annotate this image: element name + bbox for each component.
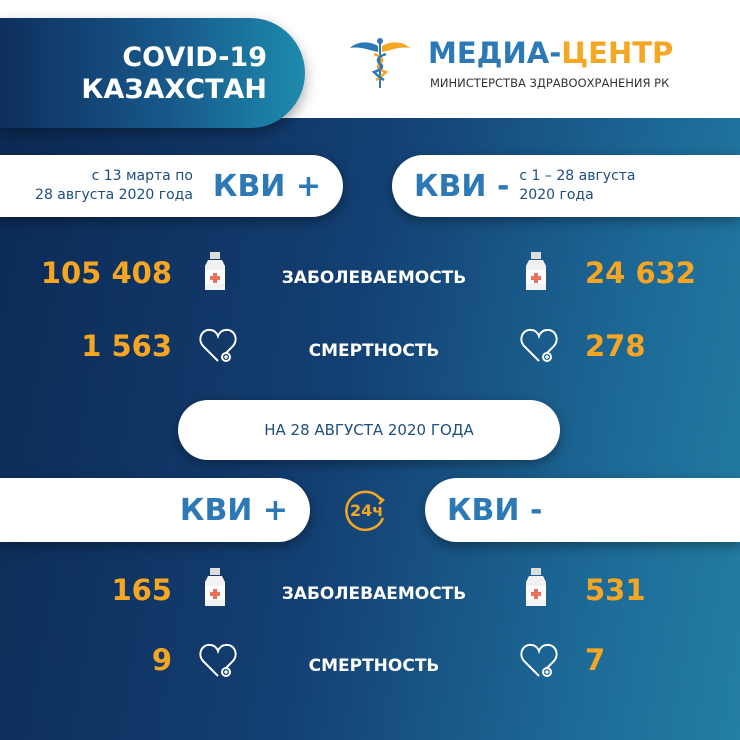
- kvi-plus-label: КВИ +: [212, 168, 321, 204]
- cumulative-minus-cases: 24 632: [585, 256, 696, 290]
- cumulative-minus-deaths: 278: [585, 329, 646, 363]
- period-text: с 13 марта по 28 августа 2020 года: [35, 167, 193, 205]
- daily-plus-deaths: 9: [151, 643, 172, 677]
- heart-plus-icon: [519, 642, 559, 684]
- deaths-label: СМЕРТНОСТЬ: [308, 341, 440, 361]
- date-pill: НА 28 АВГУСТА 2020 ГОДА: [178, 400, 560, 460]
- kvi-minus-period-pill: КВИ - с 1 – 28 августа 2020 года: [392, 155, 740, 217]
- date-text: НА 28 АВГУСТА 2020 ГОДА: [264, 421, 474, 439]
- daily-plus-cases: 165: [111, 573, 172, 607]
- cases-label: ЗАБОЛЕВАЕМОСТЬ: [281, 268, 467, 288]
- daily-kvi-plus-pill: КВИ +: [0, 478, 310, 542]
- period-line2: 2020 года: [519, 187, 594, 203]
- daily-minus-deaths: 7: [585, 643, 606, 677]
- kvi-plus-period-pill: с 13 марта по 28 августа 2020 года КВИ +: [0, 155, 343, 217]
- deaths-label: СМЕРТНОСТЬ: [308, 656, 440, 676]
- brand-subtitle: МИНИСТЕРСТВА ЗДРАВООХРАНЕНИЯ РК: [430, 76, 670, 90]
- brand-part1: МЕДИА-: [428, 36, 562, 70]
- kvi-minus-label: КВИ -: [447, 492, 543, 528]
- cases-label: ЗАБОЛЕВАЕМОСТЬ: [281, 584, 467, 604]
- daily-kvi-minus-pill: КВИ -: [425, 478, 740, 542]
- period-line1: с 1 – 28 августа: [519, 168, 636, 184]
- medicine-bottle-icon: [204, 252, 226, 296]
- 24h-icon: 24ч: [341, 488, 389, 534]
- cumulative-plus-cases: 105 408: [40, 256, 172, 290]
- heart-plus-icon: [519, 327, 559, 369]
- title-line2: КАЗАХСТАН: [81, 74, 267, 105]
- title-banner: COVID-19 КАЗАХСТАН: [0, 18, 305, 128]
- medicine-bottle-icon: [204, 568, 226, 612]
- period-line1: с 13 марта по: [91, 168, 193, 184]
- brand-logo-text: МЕДИА-ЦЕНТР: [428, 36, 673, 70]
- period-line2: 28 августа 2020 года: [35, 187, 193, 203]
- medicine-bottle-icon: [525, 252, 547, 296]
- brand-part2: ЦЕНТР: [561, 36, 674, 70]
- kvi-minus-label: КВИ -: [414, 168, 510, 204]
- title-line1: COVID-19: [122, 42, 267, 73]
- caduceus-icon: [350, 38, 410, 88]
- period-text: с 1 – 28 августа 2020 года: [519, 167, 635, 205]
- heart-plus-icon: [198, 642, 238, 684]
- heart-plus-icon: [198, 327, 238, 369]
- medicine-bottle-icon: [525, 568, 547, 612]
- cumulative-plus-deaths: 1 563: [81, 329, 172, 363]
- 24h-text: 24ч: [350, 501, 384, 520]
- daily-minus-cases: 531: [585, 573, 646, 607]
- kvi-plus-label: КВИ +: [179, 492, 288, 528]
